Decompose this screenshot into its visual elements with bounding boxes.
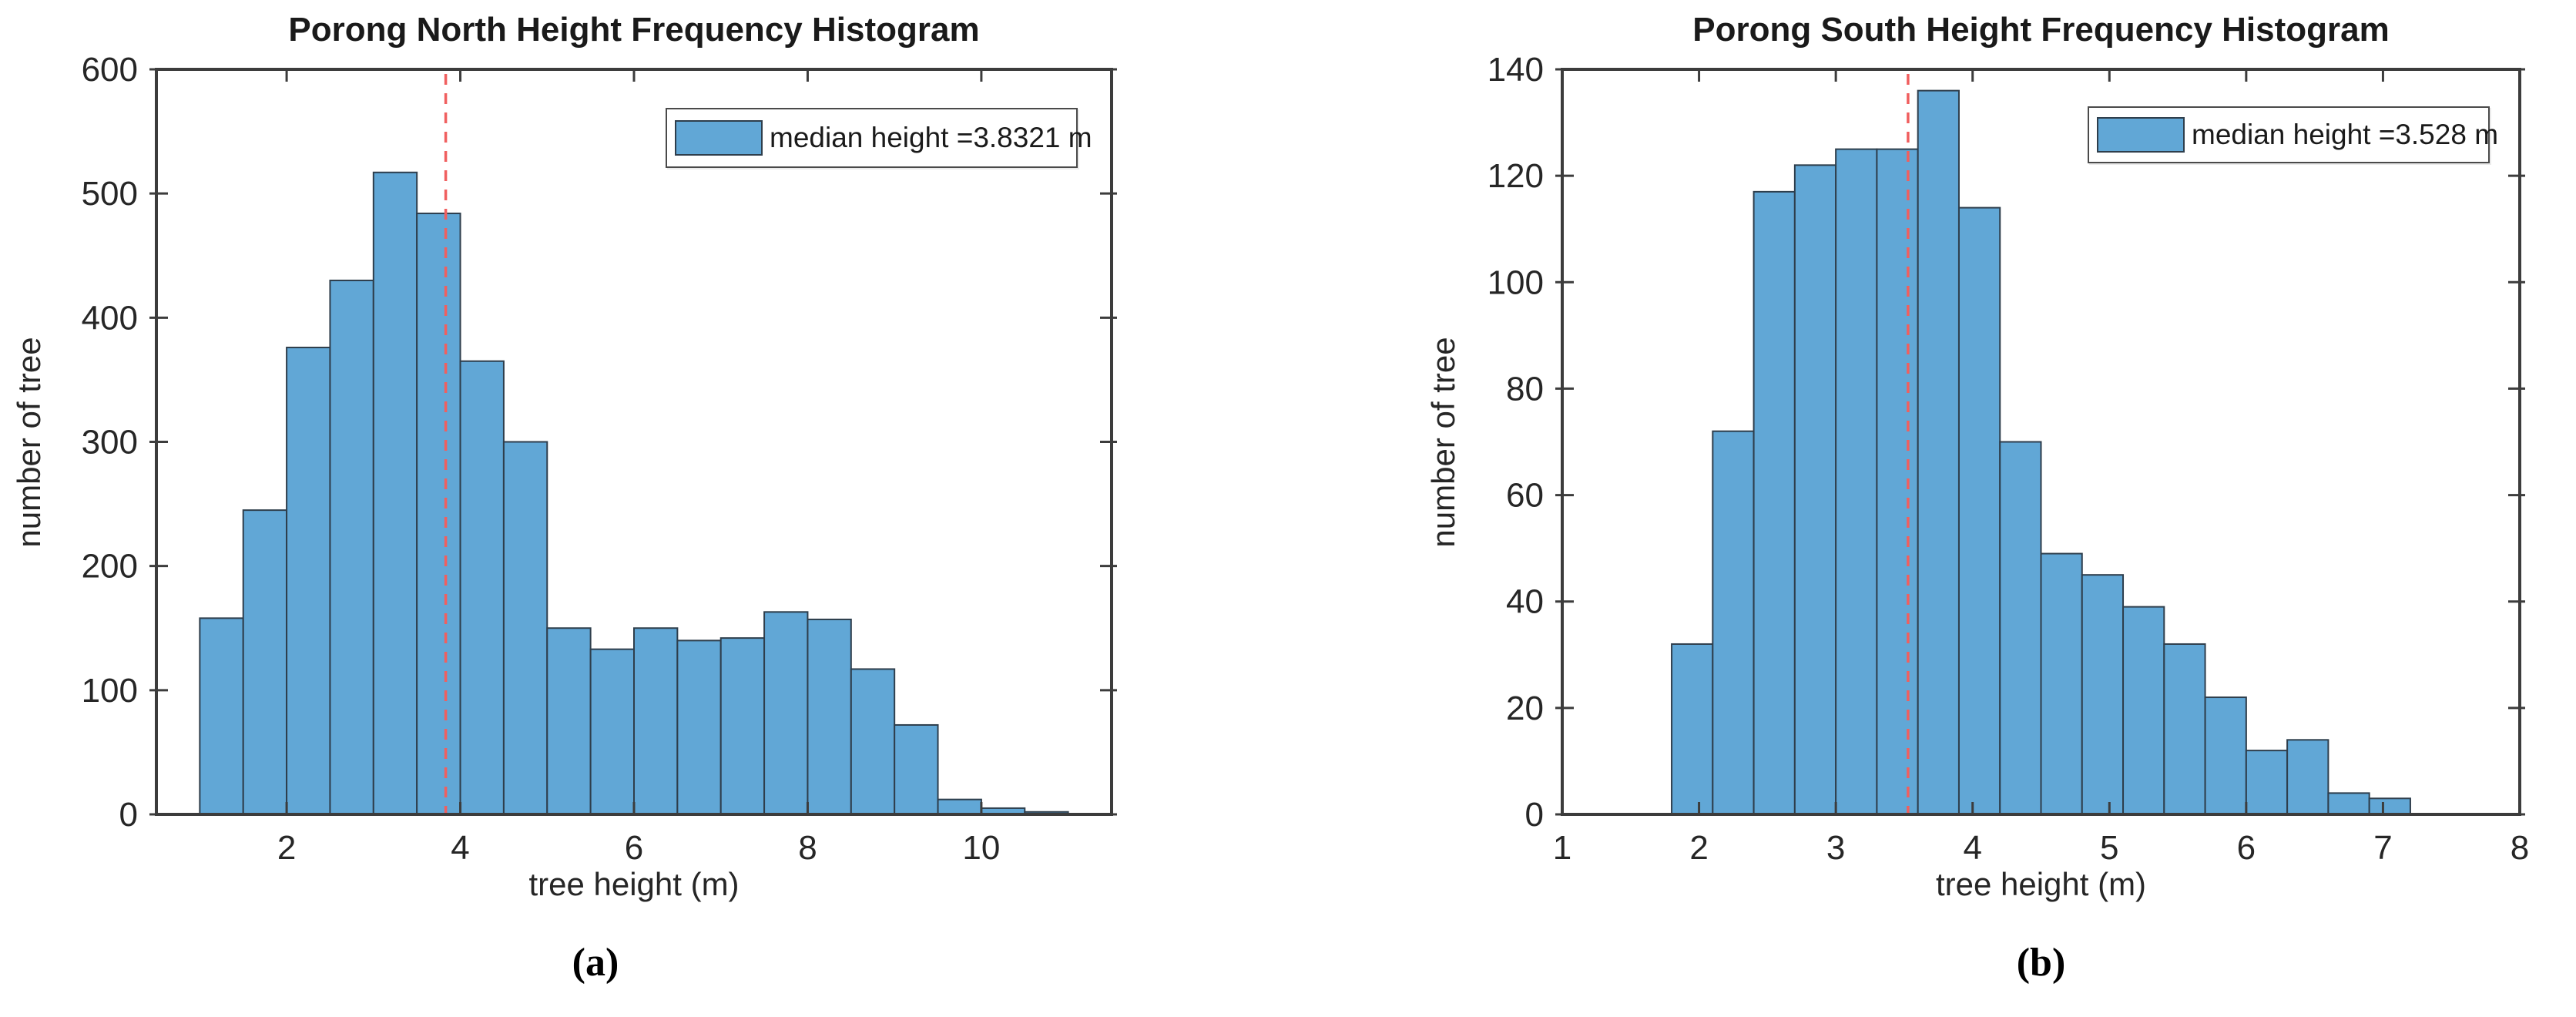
x-tick-label: 3 xyxy=(1826,829,1845,867)
y-tick-label: 0 xyxy=(119,796,138,834)
x-tick-label: 1 xyxy=(1553,829,1571,867)
y-tick-label: 100 xyxy=(82,672,138,710)
subfigure-caption-a: (a) xyxy=(572,941,619,985)
x-tick-label: 5 xyxy=(2100,829,2118,867)
axes-box xyxy=(1561,68,2521,816)
x-tick-label: 6 xyxy=(625,829,643,867)
x-tick-label: 6 xyxy=(2237,829,2256,867)
histogram-bar xyxy=(2286,739,2329,815)
histogram-bar xyxy=(286,347,331,815)
axes-box xyxy=(155,68,1113,816)
y-tick-label: 40 xyxy=(1506,583,1544,621)
histogram-bar xyxy=(937,798,982,815)
subfigure-caption-b: (b) xyxy=(2016,941,2066,985)
histogram-bar xyxy=(1793,164,1837,815)
histogram-bar xyxy=(372,171,418,815)
legend-label: median height =3.528 m xyxy=(2192,119,2499,150)
y-tick-label: 60 xyxy=(1506,477,1544,515)
histogram-bar xyxy=(807,618,852,815)
histogram-bar xyxy=(2081,574,2125,815)
histogram-bar xyxy=(459,360,505,815)
legend-label: median height =3.8321 m xyxy=(770,122,1092,153)
x-tick-label: 4 xyxy=(1963,829,1981,867)
histogram-bar xyxy=(1917,89,1960,815)
histogram-bar xyxy=(2327,792,2370,815)
chart-title: Porong North Height Frequency Histogram xyxy=(288,11,980,49)
y-tick-label: 500 xyxy=(82,175,138,213)
histogram-bar xyxy=(1671,643,1714,815)
histogram-bar xyxy=(199,617,244,815)
histogram-bar xyxy=(894,723,939,816)
histogram-bar xyxy=(2122,606,2165,815)
histogram-bar xyxy=(850,668,896,815)
histogram-bar xyxy=(2368,797,2411,816)
y-tick-label: 300 xyxy=(82,424,138,462)
histogram-bar xyxy=(242,509,288,815)
x-tick-label: 4 xyxy=(451,829,469,867)
histogram-bar xyxy=(2245,750,2289,815)
y-tick-label: 100 xyxy=(1488,263,1544,301)
histogram-bar xyxy=(1712,430,1755,815)
y-tick-label: 140 xyxy=(1488,51,1544,89)
x-tick-label: 2 xyxy=(1689,829,1708,867)
histogram-bar xyxy=(329,279,374,816)
x-tick-label: 10 xyxy=(962,829,1000,867)
histogram-bar xyxy=(2204,696,2247,815)
y-tick-label: 80 xyxy=(1506,370,1544,408)
histogram-bar xyxy=(1835,148,1878,816)
histogram-bar xyxy=(2040,552,2083,815)
y-tick-label: 120 xyxy=(1488,157,1544,195)
histogram-bar xyxy=(633,627,679,815)
y-tick-label: 20 xyxy=(1506,690,1544,727)
legend: median height =3.8321 m xyxy=(666,108,1092,168)
legend-swatch-icon xyxy=(2097,117,2185,153)
y-tick-label: 400 xyxy=(82,299,138,337)
chart-title: Porong South Height Frequency Histogram xyxy=(1692,11,2390,49)
y-axis-label-text: number of tree xyxy=(1425,336,1461,548)
histogram-bar xyxy=(416,212,461,815)
histogram-bar xyxy=(1999,441,2042,815)
x-tick-label: 8 xyxy=(798,829,817,867)
x-tick-label: 7 xyxy=(2373,829,2392,867)
x-axis-label: tree height (m) xyxy=(528,866,740,902)
histogram-bar xyxy=(2163,643,2206,815)
histogram-bar xyxy=(1753,190,1796,816)
y-tick-label: 200 xyxy=(82,548,138,586)
y-tick-label: 0 xyxy=(1525,796,1544,834)
histogram-bar xyxy=(763,611,809,815)
y-tick-label: 600 xyxy=(82,51,138,89)
x-tick-label: 2 xyxy=(277,829,296,867)
histogram-bar xyxy=(1957,206,2001,815)
histogram-bar xyxy=(1876,148,1919,816)
y-axis-label-text: number of tree xyxy=(11,336,47,548)
x-tick-label: 8 xyxy=(2511,829,2529,867)
y-axis-label: number of tree xyxy=(1422,69,1465,814)
x-axis-label: tree height (m) xyxy=(1935,866,2147,902)
histogram-bar xyxy=(502,441,548,815)
histogram-bar xyxy=(589,648,636,816)
legend: median height =3.528 m xyxy=(2088,106,2498,163)
y-axis-label: number of tree xyxy=(8,69,51,814)
histogram-bar xyxy=(546,627,592,815)
histogram-bar xyxy=(676,639,722,815)
histogram-bar xyxy=(719,637,766,816)
legend-swatch-icon xyxy=(675,120,763,156)
